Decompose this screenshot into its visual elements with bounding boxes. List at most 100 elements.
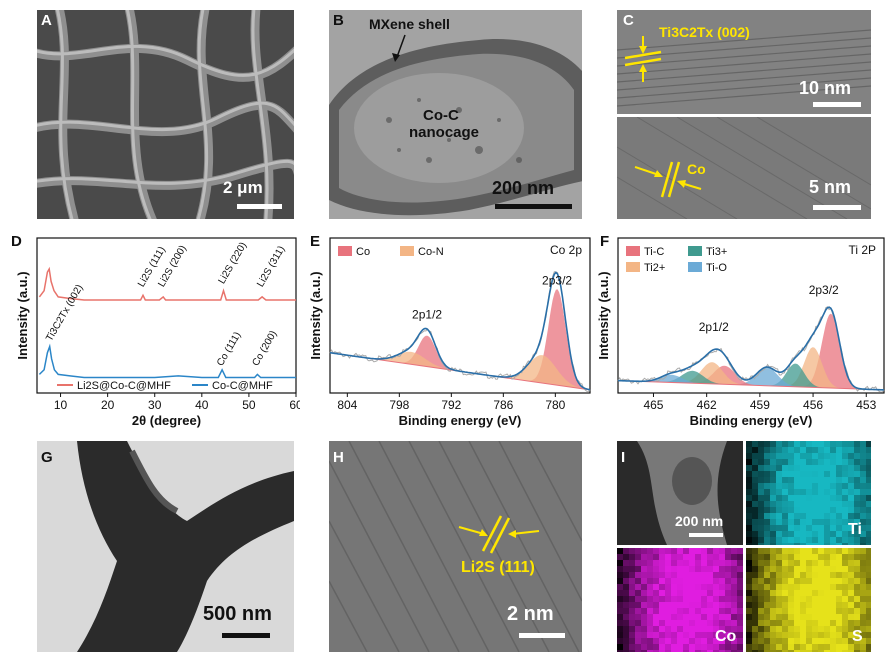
map-s-pixel — [812, 602, 818, 608]
map-ti-pixel — [782, 477, 788, 483]
map-s-pixel — [776, 596, 782, 602]
map-co-pixel — [677, 578, 683, 584]
map-s-pixel — [746, 638, 752, 644]
map-s-pixel — [788, 608, 794, 614]
map-ti-pixel — [860, 531, 866, 537]
map-co-pixel — [671, 596, 677, 602]
map-ti-pixel — [782, 489, 788, 495]
map-co-pixel — [665, 650, 671, 652]
map-s-pixel — [788, 596, 794, 602]
map-co-pixel — [671, 608, 677, 614]
map-ti-pixel — [854, 471, 860, 477]
map-ti-pixel — [794, 531, 800, 537]
map-s-pixel — [806, 602, 812, 608]
map-s-pixel — [794, 596, 800, 602]
map-ti-pixel — [788, 459, 794, 465]
map-s-pixel — [752, 554, 758, 560]
xps-co-xtick-label-2: 792 — [441, 398, 461, 412]
map-s-pixel — [866, 566, 871, 572]
scale-label-g: 500 nm — [203, 603, 272, 625]
map-s-pixel — [800, 578, 806, 584]
map-co-pixel — [737, 608, 743, 614]
map-co-pixel — [695, 566, 701, 572]
scale-label-c-top: 10 nm — [799, 78, 852, 98]
map-s-pixel — [758, 620, 764, 626]
map-ti-pixel — [800, 501, 806, 507]
map-co-pixel — [707, 650, 713, 652]
map-s-pixel — [842, 554, 848, 560]
map-co-pixel — [737, 596, 743, 602]
map-s-pixel — [824, 590, 830, 596]
map-co-pixel — [725, 626, 731, 632]
map-s-pixel — [818, 554, 824, 560]
map-ti-pixel — [818, 441, 824, 447]
map-co-pixel — [671, 644, 677, 650]
map-s-pixel — [800, 554, 806, 560]
map-s-pixel — [770, 650, 776, 652]
panel-e-xps-co-chart: E 804 798 792 786 780 Binding energy (eV) Inte… — [304, 228, 594, 428]
map-ti-pixel — [806, 507, 812, 513]
map-co-pixel — [695, 614, 701, 620]
map-s-pixel — [830, 650, 836, 652]
xps-co-chart-svg: 804 798 792 786 780 Binding energy (eV) Intens… — [308, 237, 591, 428]
map-ti-pixel — [776, 465, 782, 471]
xps-ti-chart-svg: 465 462 459 456 453 Binding energy (eV) Intens… — [596, 237, 885, 428]
map-co-pixel — [713, 632, 719, 638]
map-s-pixel — [764, 620, 770, 626]
map-s-pixel — [824, 596, 830, 602]
map-co-pixel — [659, 650, 665, 652]
eds-map-s — [746, 548, 871, 652]
map-s-pixel — [758, 632, 764, 638]
map-ti-pixel — [830, 447, 836, 453]
map-s-pixel — [848, 566, 854, 572]
map-co-pixel — [677, 590, 683, 596]
map-ti-pixel — [758, 489, 764, 495]
map-co-pixel — [719, 566, 725, 572]
map-s-pixel — [782, 560, 788, 566]
map-co-pixel — [671, 566, 677, 572]
map-s-pixel — [806, 590, 812, 596]
map-ti-pixel — [752, 501, 758, 507]
map-ti-pixel — [776, 525, 782, 531]
xrd-xtick-label-1: 20 — [101, 398, 115, 412]
map-s-pixel — [752, 608, 758, 614]
map-s-pixel — [836, 644, 842, 650]
map-co-pixel — [707, 626, 713, 632]
map-ti-pixel — [842, 477, 848, 483]
map-s-pixel — [830, 644, 836, 650]
map-ti-pixel — [848, 453, 854, 459]
map-s-pixel — [806, 572, 812, 578]
map-ti-pixel — [860, 495, 866, 501]
map-s-pixel — [866, 644, 871, 650]
map-ti-pixel — [788, 519, 794, 525]
map-s-pixel — [848, 590, 854, 596]
map-ti-pixel — [836, 501, 842, 507]
map-co-pixel — [629, 650, 635, 652]
xps-ti-legend-swatch-2 — [626, 262, 640, 272]
map-s-pixel — [854, 632, 860, 638]
map-co-pixel — [707, 590, 713, 596]
map-ti-pixel — [818, 495, 824, 501]
map-ti-pixel — [758, 507, 764, 513]
map-s-pixel — [866, 626, 871, 632]
map-ti-pixel — [764, 441, 770, 447]
map-s-pixel — [794, 650, 800, 652]
map-co-pixel — [623, 614, 629, 620]
scale-bar-i — [689, 533, 723, 537]
map-ti-pixel — [806, 447, 812, 453]
map-ti-pixel — [806, 543, 812, 545]
map-s-pixel — [866, 548, 871, 554]
map-co-pixel — [635, 584, 641, 590]
map-ti-pixel — [836, 465, 842, 471]
map-co-pixel — [683, 620, 689, 626]
map-co-pixel — [635, 632, 641, 638]
map-s-pixel — [794, 620, 800, 626]
map-s-pixel — [818, 626, 824, 632]
map-s-pixel — [782, 620, 788, 626]
map-co-pixel — [725, 632, 731, 638]
map-ti-pixel — [854, 519, 860, 525]
map-ti-pixel — [788, 465, 794, 471]
map-co-pixel — [737, 614, 743, 620]
map-co-pixel — [653, 626, 659, 632]
map-co-pixel — [647, 560, 653, 566]
